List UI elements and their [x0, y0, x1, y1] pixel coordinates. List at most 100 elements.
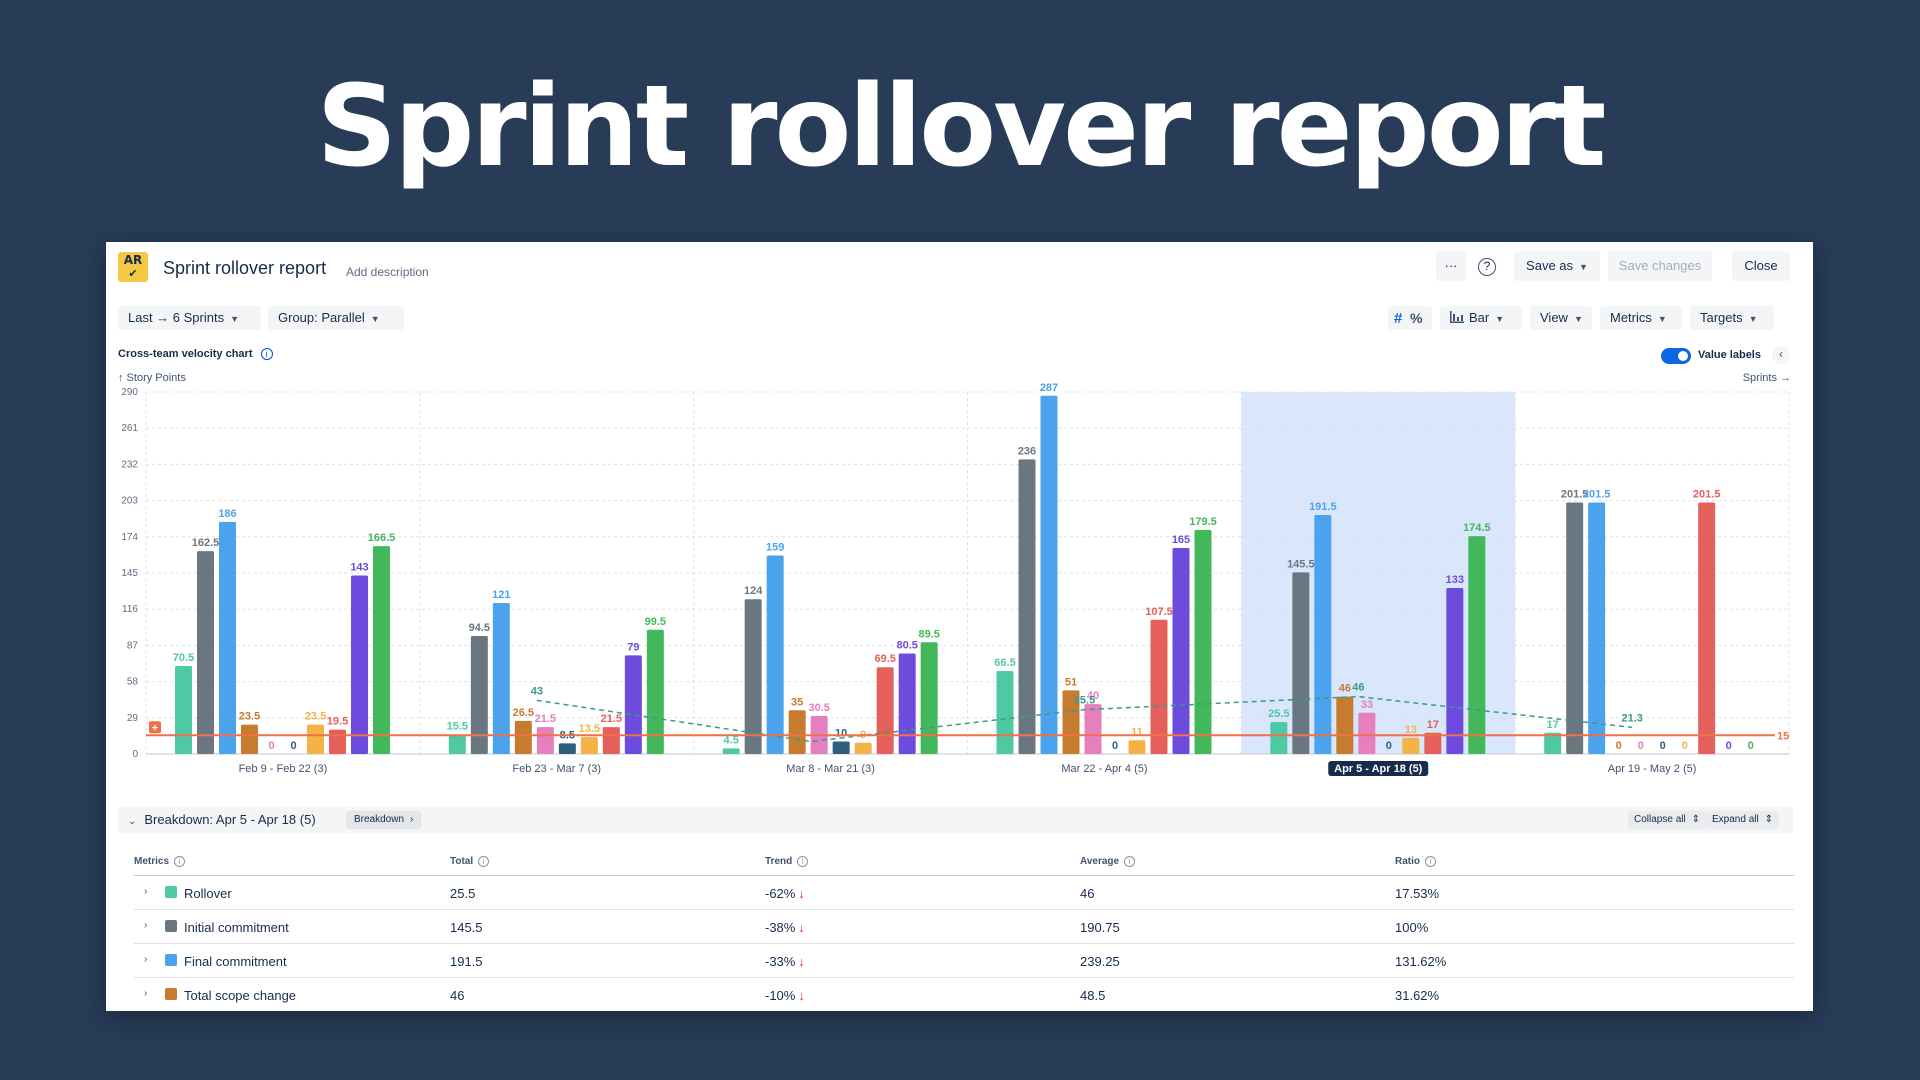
bar-purple[interactable] [351, 575, 368, 754]
bar-red[interactable] [1424, 732, 1442, 754]
bar-green[interactable] [1468, 536, 1486, 754]
bar-pink[interactable] [1084, 704, 1102, 754]
table-row[interactable]: › Total scope change 46 -10% ↓ 48.5 31.62… [134, 978, 1794, 1011]
info-icon[interactable]: i [174, 856, 186, 867]
selected-category-badge[interactable] [1328, 761, 1429, 776]
chevron-right-icon[interactable]: › [144, 920, 148, 931]
bar-blue[interactable] [1040, 395, 1058, 754]
info-icon[interactable]: i [260, 348, 273, 360]
column-total[interactable]: Total i [450, 856, 490, 867]
close-button[interactable]: Close [1732, 251, 1790, 281]
bar-purple[interactable] [1172, 548, 1190, 754]
table-row[interactable]: › Final commitment 191.5 -33% ↓ 239.25 13… [134, 944, 1794, 978]
bar-value-label: 35 [791, 696, 803, 708]
chevron-right-icon[interactable]: › [144, 886, 148, 897]
trend-line [536, 695, 1633, 743]
bar-blue[interactable] [219, 521, 236, 754]
view-dropdown[interactable]: View ▼ [1530, 306, 1592, 330]
bar-purple[interactable] [898, 653, 916, 754]
value-labels-toggle[interactable] [1661, 348, 1691, 364]
bar-brown[interactable] [1062, 690, 1080, 754]
save-as-button[interactable]: Save as ▼ [1514, 251, 1600, 281]
percent-icon[interactable]: % [1409, 310, 1423, 326]
bar-blue[interactable] [1588, 502, 1606, 754]
bar-blue[interactable] [1314, 514, 1332, 754]
bar-teal[interactable] [1544, 732, 1562, 754]
group-dropdown[interactable]: Group: Parallel ▼ [268, 306, 404, 330]
column-ratio[interactable]: Ratio i [1395, 856, 1436, 867]
more-options-button[interactable]: ··· [1436, 251, 1466, 281]
table-row[interactable]: › Rollover 25.5 -62% ↓ 46 17.53% [134, 876, 1794, 910]
more-icon: ··· [1444, 258, 1458, 273]
sprint-range-dropdown[interactable]: Last → 6 Sprints ▼ [118, 306, 261, 330]
bar-value-label: 191.5 [1309, 501, 1337, 513]
bar-teal[interactable] [722, 748, 740, 754]
bar-gray[interactable] [470, 636, 488, 754]
bar-pink[interactable] [536, 727, 554, 754]
bar-brown[interactable] [788, 710, 806, 754]
bar-blue[interactable] [492, 602, 510, 754]
bar-red[interactable] [602, 727, 620, 754]
save-changes-button[interactable]: Save changes [1608, 251, 1712, 281]
hash-icon[interactable]: # [1394, 310, 1403, 327]
targets-dropdown[interactable]: Targets ▼ [1690, 306, 1774, 330]
bar-value-label: 0 [1748, 740, 1754, 752]
bar-red[interactable] [876, 667, 894, 754]
column-metrics[interactable]: Metrics i [134, 856, 186, 867]
bar-amber[interactable] [1128, 740, 1146, 754]
bar-purple[interactable] [624, 655, 642, 754]
info-icon[interactable]: i [478, 856, 490, 867]
bar-purple[interactable] [1446, 587, 1464, 754]
column-trend[interactable]: Trend i [765, 856, 809, 867]
bar-pink[interactable] [1358, 712, 1376, 754]
metrics-dropdown[interactable]: Metrics ▼ [1600, 306, 1682, 330]
help-button[interactable]: ? [1472, 251, 1502, 281]
bar-green[interactable] [920, 642, 938, 754]
bar-amber[interactable] [1402, 737, 1420, 754]
info-icon[interactable]: i [1425, 856, 1436, 867]
bar-green[interactable] [1194, 529, 1212, 754]
bar-gray[interactable] [1018, 459, 1036, 754]
bar-brown[interactable] [1336, 696, 1354, 754]
bar-green[interactable] [646, 629, 664, 754]
bar-red[interactable] [329, 729, 346, 754]
value-format-toggle[interactable]: # % [1388, 306, 1432, 330]
breakdown-title[interactable]: ⌄ Breakdown: Apr 5 - Apr 18 (5) [128, 812, 316, 827]
chevron-right-icon[interactable]: › [144, 954, 148, 965]
bar-red[interactable] [1698, 502, 1716, 754]
bar-navy[interactable] [832, 741, 850, 754]
breakdown-pill-button[interactable]: Breakdown › [346, 811, 422, 829]
bar-teal[interactable] [996, 670, 1014, 754]
column-average[interactable]: Average i [1080, 856, 1136, 867]
bar-amber[interactable] [307, 724, 324, 754]
breakdown-pill-label: Breakdown [354, 814, 405, 825]
bar-teal[interactable] [448, 734, 466, 754]
chevron-left-icon[interactable]: ‹ [1772, 346, 1790, 364]
info-icon[interactable]: i [797, 856, 809, 867]
bar-teal[interactable] [175, 665, 192, 754]
report-title[interactable]: Sprint rollover report [163, 258, 327, 278]
bar-gray[interactable] [744, 599, 762, 754]
table-row[interactable]: › Initial commitment 145.5 -38% ↓ 190.75 … [134, 910, 1794, 944]
bar-navy[interactable] [558, 743, 576, 754]
bar-blue[interactable] [766, 555, 784, 754]
bar-amber[interactable] [580, 737, 598, 754]
bar-gray[interactable] [197, 551, 214, 754]
bar-gray[interactable] [1566, 502, 1584, 754]
chevron-right-icon[interactable]: › [144, 988, 148, 999]
bar-gray[interactable] [1292, 572, 1310, 754]
add-description-link[interactable]: Add description [346, 265, 429, 279]
bar-brown[interactable] [514, 720, 532, 754]
expand-all-button[interactable]: Expand all ⇕ [1706, 811, 1780, 829]
bar-teal[interactable] [1270, 722, 1288, 754]
collapse-all-button[interactable]: Collapse all ⇕ [1628, 811, 1707, 829]
bar-amber[interactable] [854, 742, 872, 754]
target-marker-icon[interactable] [149, 721, 161, 734]
info-icon[interactable]: i [1124, 856, 1136, 867]
bar-brown[interactable] [241, 724, 258, 754]
chevron-down-icon: ▼ [1748, 314, 1758, 324]
bar-value-label: 143 [350, 561, 368, 573]
chart-type-dropdown[interactable]: Bar ▼ [1440, 306, 1522, 330]
bar-red[interactable] [1150, 619, 1168, 754]
bar-green[interactable] [373, 546, 390, 754]
